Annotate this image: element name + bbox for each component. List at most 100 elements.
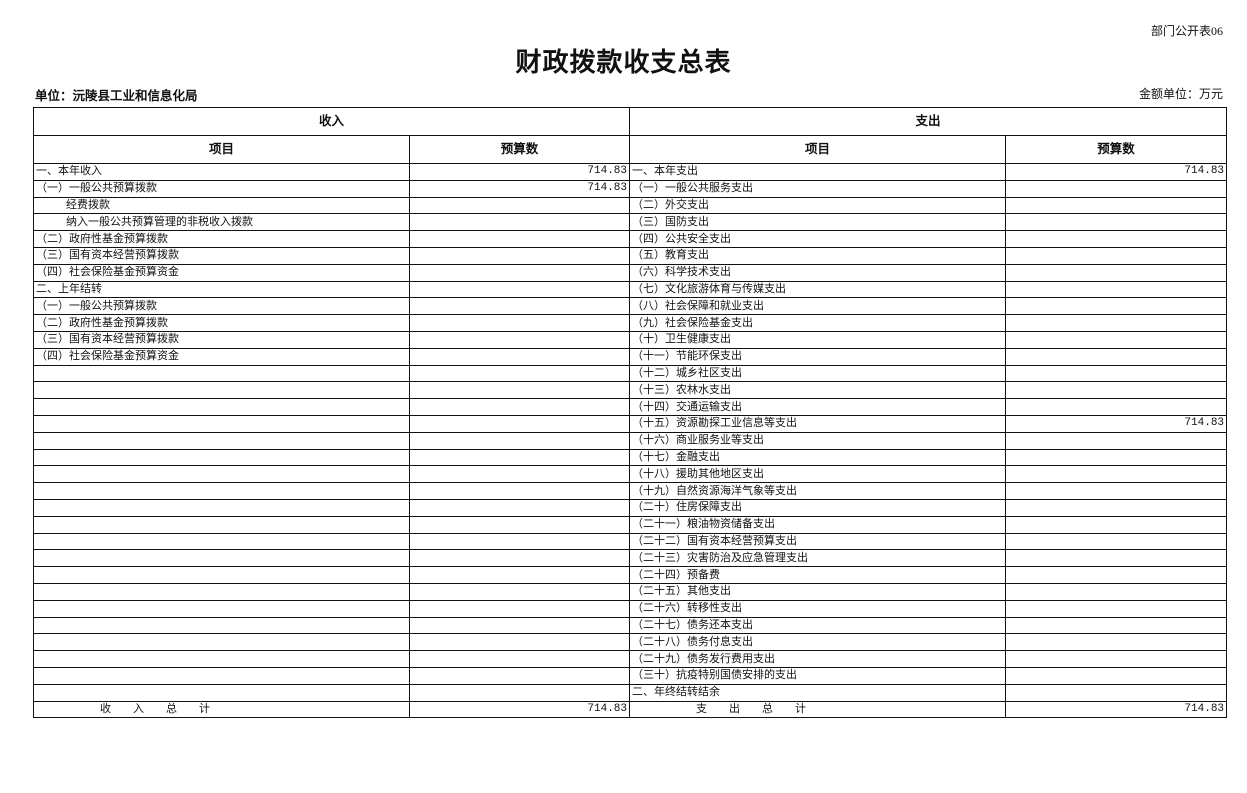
table-row: （二十七）债务还本支出: [33, 616, 1228, 635]
expense-item: （五）教育支出: [629, 246, 1007, 265]
income-value: [408, 347, 631, 366]
income-value: [408, 666, 631, 685]
expense-item: （二十六）转移性支出: [629, 599, 1007, 618]
expense-value: [1005, 314, 1228, 332]
table-row: （三）国有资本经营预算拨款 （十）卫生健康支出: [33, 330, 1228, 349]
table-row: （十二）城乡社区支出: [33, 364, 1228, 383]
income-header: 收入: [32, 107, 631, 136]
expense-item: （十八）援助其他地区支出: [629, 465, 1007, 484]
income-item: 经费拨款: [33, 196, 410, 215]
table-row: （十六）商业服务业等支出: [33, 431, 1228, 450]
income-value: [408, 297, 631, 316]
expense-item: （二十）住房保障支出: [629, 498, 1007, 517]
expense-item: （十三）农林水支出: [629, 381, 1007, 400]
income-item: [33, 498, 410, 517]
expense-total-value: 714.83: [1005, 700, 1228, 719]
expense-value: [1005, 465, 1228, 484]
income-value: [408, 280, 631, 299]
income-item: [33, 633, 410, 652]
income-value: [408, 582, 631, 601]
expense-item: （二十四）预备费: [629, 566, 1007, 584]
income-value: [408, 498, 631, 517]
income-item: [33, 482, 410, 500]
expense-item: （二十八）债务付息支出: [629, 633, 1007, 652]
table-row: （二十一）粮油物资储备支出: [33, 515, 1228, 534]
table-row: 纳入一般公共预算管理的非税收入拨款 （三）国防支出: [33, 213, 1228, 232]
table-row: （十九）自然资源海洋气象等支出: [33, 482, 1228, 500]
income-value: [408, 482, 631, 500]
expense-item: （二十五）其他支出: [629, 582, 1007, 601]
income-item: [33, 582, 410, 601]
table-row: （一）一般公共预算拨款 714.83 （一）一般公共服务支出: [33, 179, 1228, 198]
expense-value: [1005, 683, 1228, 702]
income-value: [408, 465, 631, 484]
table-row: （二十三）灾害防治及应急管理支出: [33, 549, 1228, 568]
unit-label: 单位：沅陵县工业和信息化局: [35, 89, 198, 103]
table-row: （十五）资源勘探工业信息等支出 714.83: [33, 414, 1228, 433]
table-row: 二、年终结转结余: [33, 683, 1228, 702]
table-row: （二十四）预备费: [33, 566, 1228, 584]
income-item: [33, 398, 410, 416]
expense-item: （十九）自然资源海洋气象等支出: [629, 482, 1007, 500]
income-item: [33, 666, 410, 685]
income-value: 714.83: [408, 163, 631, 181]
income-item: [33, 381, 410, 400]
expense-item: （九）社会保险基金支出: [629, 314, 1007, 332]
income-item: （三）国有资本经营预算拨款: [33, 246, 410, 265]
header-row-columns: 项目 预算数 项目 预算数: [33, 135, 1228, 164]
income-value: [408, 381, 631, 400]
income-item: [33, 599, 410, 618]
expense-item-header: 项目: [629, 135, 1007, 164]
expense-budget-header: 预算数: [1005, 135, 1228, 164]
income-value: [408, 398, 631, 416]
table-row: 一、本年收入 714.83 一、本年支出 714.83: [33, 163, 1228, 181]
expense-value: [1005, 213, 1228, 232]
expense-item: 二、年终结转结余: [629, 683, 1007, 702]
expense-value: [1005, 230, 1228, 248]
income-value: [408, 515, 631, 534]
expense-value: [1005, 347, 1228, 366]
expense-item: （十）卫生健康支出: [629, 330, 1007, 349]
expense-item: （二十九）债务发行费用支出: [629, 650, 1007, 668]
income-item: [33, 431, 410, 450]
income-value: [408, 448, 631, 467]
income-value: 714.83: [408, 179, 631, 198]
income-value: [408, 230, 631, 248]
income-value: [408, 599, 631, 618]
expense-value: 714.83: [1005, 414, 1228, 433]
income-item-header: 项目: [33, 135, 410, 164]
expense-value: [1005, 582, 1228, 601]
expense-item: 一、本年支出: [629, 163, 1007, 181]
income-value: [408, 549, 631, 568]
table-row: （三十）抗疫特别国债安排的支出: [33, 666, 1228, 685]
income-item: [33, 616, 410, 635]
expense-value: [1005, 246, 1228, 265]
table-row: （二十九）债务发行费用支出: [33, 650, 1228, 668]
form-code: 部门公开表06: [1150, 24, 1223, 38]
table-row: （二十）住房保障支出: [33, 498, 1228, 517]
income-item: （四）社会保险基金预算资金: [33, 263, 410, 282]
income-item: [33, 515, 410, 534]
income-total-label: 收入总计: [33, 700, 410, 719]
income-value: [408, 650, 631, 668]
expense-value: [1005, 566, 1228, 584]
income-value: [408, 213, 631, 232]
expense-item: （十二）城乡社区支出: [629, 364, 1007, 383]
income-item: [33, 549, 410, 568]
table-row: （四）社会保险基金预算资金 （六）科学技术支出: [33, 263, 1228, 282]
income-value: [408, 431, 631, 450]
expense-value: [1005, 330, 1228, 349]
expense-item: （二十三）灾害防治及应急管理支出: [629, 549, 1007, 568]
expense-item: （二十二）国有资本经营预算支出: [629, 532, 1007, 551]
expense-value: [1005, 599, 1228, 618]
income-value: [408, 683, 631, 702]
income-value: [408, 314, 631, 332]
income-budget-header: 预算数: [408, 135, 631, 164]
expense-value: [1005, 482, 1228, 500]
table-row: （十七）金融支出: [33, 448, 1228, 467]
expense-value: [1005, 448, 1228, 467]
expense-value: [1005, 297, 1228, 316]
expense-value: [1005, 549, 1228, 568]
income-item: 纳入一般公共预算管理的非税收入拨款: [33, 213, 410, 232]
expense-item: （三十）抗疫特别国债安排的支出: [629, 666, 1007, 685]
